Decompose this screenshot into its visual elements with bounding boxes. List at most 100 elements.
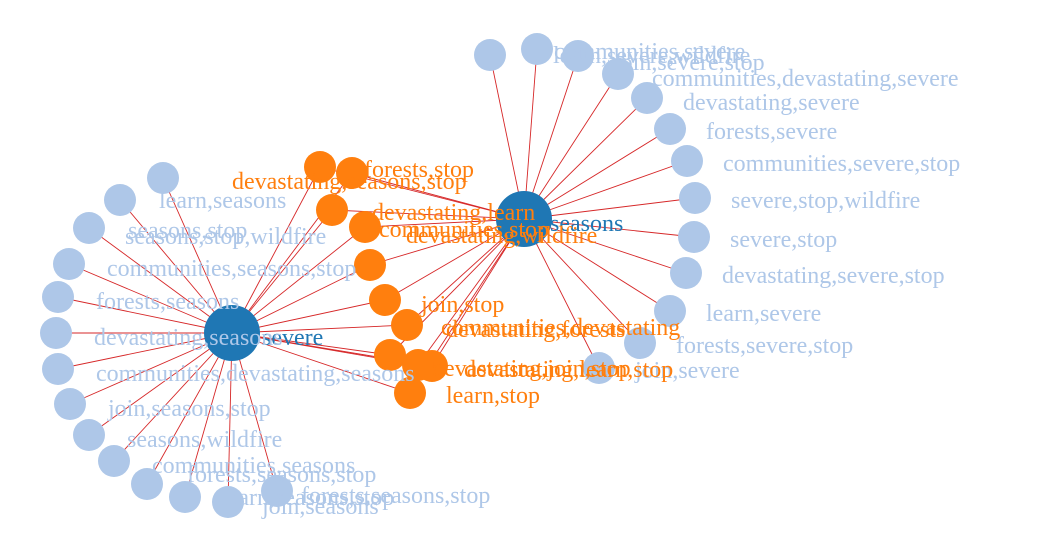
link-seasons-leaf (57, 332, 233, 370)
shared-node[interactable] (336, 157, 368, 189)
shared-label: devastating,learn (372, 200, 535, 226)
leaf-node[interactable] (678, 221, 710, 253)
link-severe-leaf (523, 218, 695, 238)
shared-label: devastating,seasons,stop (232, 169, 467, 195)
leaf-node[interactable] (654, 295, 686, 327)
link-shared-seasons (231, 324, 408, 334)
leaf-label: join,seasons (261, 494, 379, 520)
link-severe-leaf (523, 48, 538, 220)
hub-label: severe (262, 325, 323, 351)
link-severe-leaf (523, 97, 648, 220)
leaf-node[interactable] (671, 145, 703, 177)
link-shared-severe (431, 218, 525, 367)
leaf-label: forests,severe (706, 119, 837, 145)
shared-label: communities,devastating (441, 315, 680, 341)
leaf-label: forests,seasons,stop (187, 462, 376, 488)
leaf-label: learn,seasons (159, 188, 286, 214)
shared-label: devastating,wildfire (406, 223, 597, 249)
leaf-node[interactable] (474, 39, 506, 71)
leaf-label: forests,seasons (96, 289, 239, 315)
labels-layer: severeseasonscommunities,severelearn,sev… (94, 39, 960, 520)
links-layer (56, 48, 696, 503)
link-seasons-leaf (88, 227, 233, 334)
leaf-node[interactable] (98, 445, 130, 477)
shared-node[interactable] (316, 194, 348, 226)
leaf-label: forests,severe,stop (676, 333, 853, 359)
leaf-node[interactable] (104, 184, 136, 216)
leaf-node[interactable] (40, 317, 72, 349)
leaf-label: seasons,stop (128, 218, 247, 244)
link-seasons-leaf (113, 332, 233, 462)
shared-label: join,stop (420, 292, 504, 318)
link-seasons-leaf (119, 199, 233, 334)
leaf-label: severe,stop,wildfire (731, 188, 920, 214)
leaf-node[interactable] (624, 327, 656, 359)
leaf-node[interactable] (654, 113, 686, 145)
link-seasons-leaf (146, 332, 233, 485)
leaf-label: communities,devastating,seasons (96, 361, 415, 387)
shared-node[interactable] (394, 377, 426, 409)
link-seasons-leaf (162, 177, 233, 334)
link-severe-leaf (523, 128, 671, 220)
leaf-label: join,severe (634, 358, 740, 384)
leaf-label: devastating,severe (683, 90, 860, 116)
link-seasons-leaf (227, 332, 233, 503)
leaf-node[interactable] (602, 58, 634, 90)
leaf-node[interactable] (521, 33, 553, 65)
shared-label: forests,stop (364, 157, 474, 183)
leaf-node[interactable] (212, 486, 244, 518)
shared-label: devastating,learn,stop (464, 357, 673, 383)
link-severe-leaf (523, 218, 641, 344)
leaf-node[interactable] (42, 281, 74, 313)
link-shared-seasons (231, 166, 321, 334)
hub-node-severe[interactable] (204, 305, 260, 361)
shared-node[interactable] (369, 284, 401, 316)
link-severe-leaf (523, 160, 688, 220)
leaf-label: learn,severe,wildfire (553, 43, 750, 69)
link-shared-seasons (231, 226, 366, 334)
leaf-node[interactable] (679, 182, 711, 214)
shared-label: communities,stop (379, 217, 549, 243)
leaf-node[interactable] (631, 82, 663, 114)
shared-node[interactable] (391, 309, 423, 341)
leaf-node[interactable] (670, 257, 702, 289)
leaf-label: learn,seasons,stop (221, 485, 394, 511)
shared-label: devastating,forests (446, 317, 625, 343)
shared-node[interactable] (349, 211, 381, 243)
leaf-node[interactable] (131, 468, 163, 500)
leaf-node[interactable] (73, 212, 105, 244)
link-shared-seasons (231, 332, 411, 394)
leaf-label: communities,seasons,stop (107, 256, 356, 282)
link-seasons-leaf (184, 332, 233, 498)
leaf-node[interactable] (73, 419, 105, 451)
shared-node[interactable] (304, 151, 336, 183)
shared-label: learn,stop (446, 383, 540, 409)
link-severe-leaf (523, 73, 619, 220)
leaf-node[interactable] (42, 353, 74, 385)
link-severe-leaf (523, 55, 579, 220)
link-seasons-leaf (57, 296, 233, 334)
leaf-label: join,seasons,stop (107, 396, 271, 422)
link-seasons-leaf (88, 332, 233, 436)
shared-node[interactable] (374, 339, 406, 371)
link-shared-severe (417, 218, 525, 366)
leaf-node[interactable] (147, 162, 179, 194)
leaf-node[interactable] (583, 352, 615, 384)
leaf-node[interactable] (261, 475, 293, 507)
leaf-label: forests,seasons,stop (301, 483, 490, 509)
link-seasons-leaf (68, 263, 233, 334)
leaf-label: seasons,stop,wildfire (125, 224, 326, 250)
leaf-node[interactable] (562, 40, 594, 72)
leaf-label: severe,stop (730, 227, 837, 253)
leaf-node[interactable] (53, 248, 85, 280)
shared-node[interactable] (402, 349, 434, 381)
link-shared-severe (351, 172, 525, 220)
leaf-node[interactable] (169, 481, 201, 513)
shared-node[interactable] (354, 249, 386, 281)
leaf-label: communities,devastating,severe (652, 66, 959, 92)
hub-label: seasons (550, 211, 623, 237)
hub-node-seasons[interactable] (496, 191, 552, 247)
leaf-node[interactable] (54, 388, 86, 420)
shared-label: devastating,join,stop (432, 356, 631, 382)
